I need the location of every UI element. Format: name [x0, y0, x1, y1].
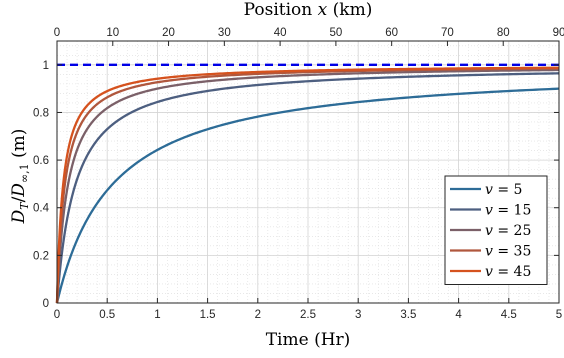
y-axis-title: DT/D∞,1 (m)	[9, 129, 31, 225]
x-top-tick-label: 60	[385, 27, 398, 39]
legend-symbol: v	[485, 203, 493, 219]
x-tick-label: 2.5	[300, 309, 316, 321]
x-top-axis-title-symbol: x	[318, 0, 328, 20]
legend-value: = 35	[493, 244, 531, 260]
y-axis-title-slash: /	[9, 196, 29, 202]
y-tick-label: 0	[43, 298, 49, 310]
ticks-group: 0 0.5 1 1.5 2 2.5 3 3.5 4 4.5 50 10 20 30 40 50 60 70 80 90…	[33, 27, 564, 321]
x-top-axis-title-word: Position	[244, 0, 318, 20]
y-tick-label: 1	[43, 60, 49, 72]
legend-entry-v45: v = 45	[485, 264, 531, 280]
x-tick-label: 4	[455, 309, 462, 321]
y-axis-title-d2: D	[9, 183, 29, 198]
x-tick-label: 1	[154, 309, 160, 321]
legend-symbol: v	[485, 244, 493, 260]
x-tick-label: 0.5	[99, 309, 115, 321]
y-axis-title-sub-t: T	[18, 201, 31, 210]
y-axis-title-d: D	[9, 209, 29, 224]
y-tick-label: 0.6	[33, 155, 49, 167]
x-top-tick-label: 10	[106, 27, 119, 39]
series-line-v45	[55, 66, 560, 304]
legend-box	[444, 175, 548, 285]
series-line-v25	[55, 68, 560, 305]
legend-entry-v35: v = 35	[485, 244, 531, 260]
x-tick-label: 1.5	[200, 309, 216, 321]
x-top-tick-label: 40	[274, 27, 287, 39]
x-tick-label: 0	[54, 309, 60, 321]
legend-value: = 15	[493, 203, 531, 219]
x-top-axis-title: Position x (km)	[244, 0, 373, 20]
legend-symbol: v	[485, 182, 493, 198]
y-tick-label: 0.2	[33, 250, 49, 262]
x-top-axis-title-unit: (km)	[327, 0, 372, 20]
x-tick-label: 2	[255, 309, 261, 321]
legend-entry-v15: v = 15	[485, 203, 531, 219]
legend-entry-v5: v = 5	[485, 182, 522, 198]
x-axis-title: Time (Hr)	[266, 330, 351, 350]
legend-symbol: v	[485, 223, 493, 239]
y-tick-label: 0.4	[33, 203, 50, 215]
series-group	[55, 66, 560, 305]
legend-value: = 45	[493, 264, 531, 280]
x-top-tick-label: 80	[497, 27, 510, 39]
y-axis-title-unit: (m)	[9, 129, 29, 164]
x-tick-label: 3	[355, 309, 361, 321]
x-axis-title-text: Time (Hr)	[266, 330, 351, 350]
legend-value: = 5	[493, 182, 523, 198]
x-tick-label: 4.5	[501, 309, 517, 321]
series-line-v15	[55, 72, 560, 305]
y-tick-label: 0.8	[33, 107, 49, 119]
x-top-tick-label: 0	[54, 27, 60, 39]
legend: v = 5v = 15v = 25v = 35v = 45	[444, 175, 548, 285]
y-axis-title-sub-inf: ∞,1	[18, 163, 31, 183]
x-top-tick-label: 90	[553, 27, 564, 39]
x-top-tick-label: 50	[329, 27, 342, 39]
legend-entry-v25: v = 25	[485, 223, 531, 239]
x-tick-label: 3.5	[400, 309, 416, 321]
x-top-tick-label: 70	[441, 27, 454, 39]
x-top-tick-label: 20	[162, 27, 175, 39]
legend-symbol: v	[485, 264, 493, 280]
series-line-v5	[55, 87, 560, 305]
x-top-tick-label: 30	[218, 27, 231, 39]
legend-value: = 25	[493, 223, 531, 239]
x-tick-label: 5	[556, 309, 562, 321]
